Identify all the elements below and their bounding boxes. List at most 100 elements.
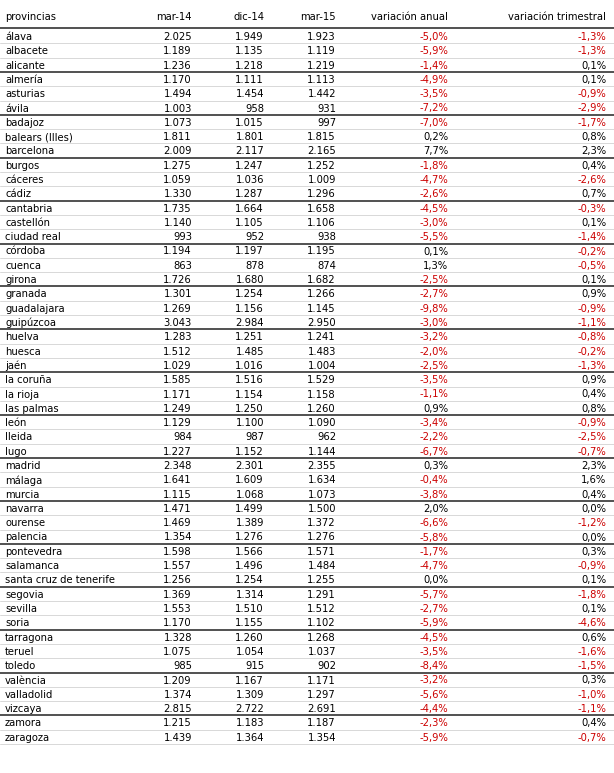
Text: 1.003: 1.003 bbox=[163, 104, 192, 114]
Text: -2,0%: -2,0% bbox=[419, 346, 448, 356]
Text: badajoz: badajoz bbox=[5, 117, 44, 128]
Text: -2,2%: -2,2% bbox=[419, 432, 448, 442]
Text: lugo: lugo bbox=[5, 447, 26, 457]
Text: 1.144: 1.144 bbox=[308, 447, 336, 457]
Text: 1.227: 1.227 bbox=[163, 447, 192, 457]
Text: -2,5%: -2,5% bbox=[419, 275, 448, 285]
Text: -1,1%: -1,1% bbox=[577, 318, 606, 328]
Text: sevilla: sevilla bbox=[5, 604, 37, 614]
Text: 1.471: 1.471 bbox=[163, 504, 192, 514]
Text: provincias: provincias bbox=[5, 12, 56, 22]
Text: 1.496: 1.496 bbox=[235, 561, 264, 571]
Text: barcelona: barcelona bbox=[5, 146, 54, 156]
Text: -7,2%: -7,2% bbox=[419, 104, 448, 114]
Text: 1.106: 1.106 bbox=[308, 218, 336, 228]
Text: pontevedra: pontevedra bbox=[5, 547, 62, 557]
Text: 1.499: 1.499 bbox=[235, 504, 264, 514]
Text: -1,7%: -1,7% bbox=[419, 547, 448, 557]
Text: 1.152: 1.152 bbox=[235, 447, 264, 457]
Text: -4,7%: -4,7% bbox=[419, 561, 448, 571]
Text: ourense: ourense bbox=[5, 518, 45, 528]
Text: 1.167: 1.167 bbox=[235, 676, 264, 686]
Text: 2.117: 2.117 bbox=[235, 146, 264, 156]
Text: lleida: lleida bbox=[5, 432, 33, 442]
Text: 0,0%: 0,0% bbox=[581, 533, 606, 543]
Text: 1.275: 1.275 bbox=[163, 161, 192, 171]
Text: -0,7%: -0,7% bbox=[577, 447, 606, 457]
Text: 1.372: 1.372 bbox=[308, 518, 336, 528]
Text: -3,5%: -3,5% bbox=[419, 375, 448, 385]
Text: 0,1%: 0,1% bbox=[581, 60, 606, 70]
Text: 1.354: 1.354 bbox=[308, 733, 336, 743]
Text: 1.664: 1.664 bbox=[235, 203, 264, 213]
Text: 1.154: 1.154 bbox=[235, 390, 264, 400]
Text: 1.059: 1.059 bbox=[163, 175, 192, 185]
Text: 1.330: 1.330 bbox=[163, 189, 192, 199]
Text: salamanca: salamanca bbox=[5, 561, 59, 571]
Text: la coruña: la coruña bbox=[5, 375, 52, 385]
Text: -3,0%: -3,0% bbox=[419, 218, 448, 228]
Text: 1.219: 1.219 bbox=[307, 60, 336, 70]
Text: 1.155: 1.155 bbox=[235, 618, 264, 628]
Text: teruel: teruel bbox=[5, 647, 34, 657]
Text: -1,6%: -1,6% bbox=[577, 647, 606, 657]
Text: 0,3%: 0,3% bbox=[423, 461, 448, 471]
Text: álava: álava bbox=[5, 32, 32, 42]
Text: 1.194: 1.194 bbox=[163, 247, 192, 257]
Text: 938: 938 bbox=[317, 232, 336, 242]
Text: ávila: ávila bbox=[5, 104, 29, 114]
Text: -0,8%: -0,8% bbox=[577, 332, 606, 342]
Text: 915: 915 bbox=[245, 661, 264, 671]
Text: -0,9%: -0,9% bbox=[577, 418, 606, 428]
Text: 1.073: 1.073 bbox=[308, 489, 336, 499]
Text: 0,4%: 0,4% bbox=[581, 489, 606, 499]
Text: valladolid: valladolid bbox=[5, 690, 53, 700]
Text: tarragona: tarragona bbox=[5, 632, 54, 642]
Text: murcia: murcia bbox=[5, 489, 39, 499]
Text: 0,9%: 0,9% bbox=[581, 375, 606, 385]
Text: 2.691: 2.691 bbox=[307, 704, 336, 714]
Text: 1.811: 1.811 bbox=[163, 132, 192, 142]
Text: cantabria: cantabria bbox=[5, 203, 52, 213]
Text: 1.328: 1.328 bbox=[163, 632, 192, 642]
Text: soria: soria bbox=[5, 618, 29, 628]
Text: 1.682: 1.682 bbox=[308, 275, 336, 285]
Text: albacete: albacete bbox=[5, 46, 48, 56]
Text: dic-14: dic-14 bbox=[233, 12, 264, 22]
Text: 878: 878 bbox=[245, 261, 264, 271]
Text: 1.009: 1.009 bbox=[308, 175, 336, 185]
Text: 1.090: 1.090 bbox=[308, 418, 336, 428]
Text: -3,5%: -3,5% bbox=[419, 647, 448, 657]
Text: 984: 984 bbox=[173, 432, 192, 442]
Text: 3.043: 3.043 bbox=[164, 318, 192, 328]
Text: -9,8%: -9,8% bbox=[419, 304, 448, 314]
Text: -2,5%: -2,5% bbox=[419, 361, 448, 371]
Text: 1.923: 1.923 bbox=[308, 32, 336, 42]
Text: 0,1%: 0,1% bbox=[581, 75, 606, 85]
Text: 1.658: 1.658 bbox=[308, 203, 336, 213]
Text: 1.494: 1.494 bbox=[163, 89, 192, 99]
Text: 1.364: 1.364 bbox=[236, 733, 264, 743]
Text: 1.102: 1.102 bbox=[308, 618, 336, 628]
Text: 0,9%: 0,9% bbox=[581, 289, 606, 299]
Text: 1.276: 1.276 bbox=[235, 533, 264, 543]
Text: -4,5%: -4,5% bbox=[419, 203, 448, 213]
Text: santa cruz de tenerife: santa cruz de tenerife bbox=[5, 575, 115, 585]
Text: 0,3%: 0,3% bbox=[581, 676, 606, 686]
Text: -1,5%: -1,5% bbox=[577, 661, 606, 671]
Text: 0,4%: 0,4% bbox=[581, 718, 606, 728]
Text: málaga: málaga bbox=[5, 475, 42, 485]
Text: 1.571: 1.571 bbox=[307, 547, 336, 557]
Text: 0,1%: 0,1% bbox=[581, 604, 606, 614]
Text: huelva: huelva bbox=[5, 332, 39, 342]
Text: 2,3%: 2,3% bbox=[581, 146, 606, 156]
Text: 1.949: 1.949 bbox=[235, 32, 264, 42]
Text: 1.135: 1.135 bbox=[235, 46, 264, 56]
Text: 931: 931 bbox=[317, 104, 336, 114]
Text: 1.500: 1.500 bbox=[308, 504, 336, 514]
Text: 952: 952 bbox=[245, 232, 264, 242]
Text: 1.680: 1.680 bbox=[236, 275, 264, 285]
Text: 1.215: 1.215 bbox=[163, 718, 192, 728]
Text: 1.598: 1.598 bbox=[163, 547, 192, 557]
Text: 1.145: 1.145 bbox=[308, 304, 336, 314]
